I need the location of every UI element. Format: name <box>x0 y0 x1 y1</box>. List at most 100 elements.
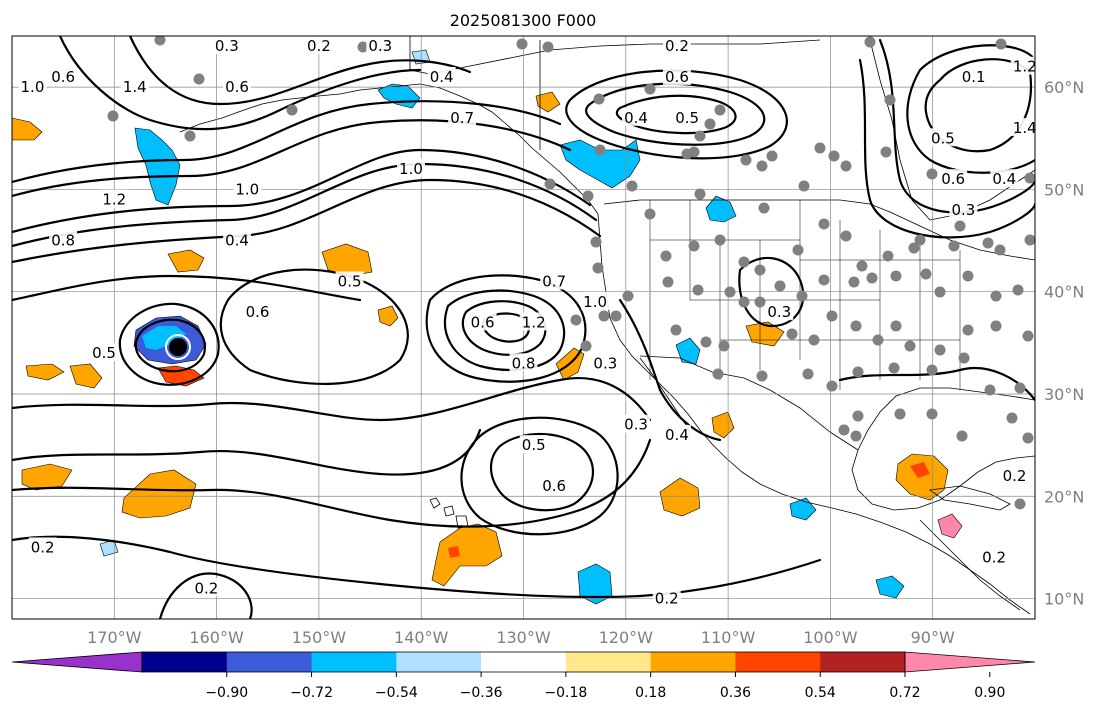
station-dot <box>590 236 602 248</box>
contour-label-text: 0.2 <box>982 549 1006 567</box>
latitude-label: 30°N <box>1044 385 1084 404</box>
contour-label: 0.4 <box>990 169 1019 188</box>
station-dot <box>914 234 926 246</box>
contour-mid-2 <box>219 268 409 386</box>
colorbar-tick-label: −0.54 <box>375 685 418 701</box>
contour-hurricane-1 <box>118 302 220 386</box>
station-dot <box>786 328 798 340</box>
contour-label: 0.4 <box>622 107 651 127</box>
station-dot <box>852 410 864 422</box>
station-dot <box>644 83 656 95</box>
colorbar-segment <box>820 652 906 672</box>
contour-label-halo <box>49 230 78 249</box>
border-us-mexico <box>639 355 859 451</box>
contour-label: 0.3 <box>212 36 241 55</box>
contour-label-halo <box>223 230 252 249</box>
contour-label-halo <box>540 476 569 495</box>
shade-blue-wy <box>705 195 737 223</box>
contour-label-halo <box>243 302 272 321</box>
contour-hurricane-2 <box>134 318 206 373</box>
station-dot <box>766 150 778 162</box>
station-dot <box>714 234 726 246</box>
contour-label: 0.6 <box>223 77 252 96</box>
station-dot <box>580 340 592 352</box>
station-dot <box>798 180 810 192</box>
contour-label-text: 0.2 <box>31 538 55 556</box>
contour-label-text: 0.8 <box>51 232 75 250</box>
contour-ne-4 <box>858 58 1035 239</box>
shade-blue-bering <box>134 127 181 206</box>
shade-red-small <box>448 546 460 558</box>
contour-label: 1.0 <box>396 158 425 178</box>
contour-label-text: 0.5 <box>92 344 116 362</box>
contour-label-halo <box>1010 56 1035 75</box>
contour-label-halo <box>581 291 610 310</box>
shade-blue-carib <box>875 575 905 599</box>
contour-label-text: 0.3 <box>624 416 648 434</box>
station-dot <box>694 130 706 142</box>
contour-label-text: 0.6 <box>542 477 566 495</box>
contour-label-halo <box>18 77 47 96</box>
contour-label-halo <box>622 107 651 126</box>
station-dot <box>193 73 205 85</box>
contour-label: 0.3 <box>622 414 651 434</box>
contour-label-halo <box>1010 118 1035 137</box>
station-dot <box>738 256 750 268</box>
station-dot <box>1014 498 1026 510</box>
contour-label-halo <box>928 128 957 147</box>
coastline-west-coast <box>597 213 1031 615</box>
contour-label-halo <box>366 36 395 55</box>
shade-orange-2 <box>321 243 373 277</box>
contour-label-text: 0.3 <box>593 354 617 372</box>
station-dot <box>738 296 750 308</box>
contour-label-halo <box>662 424 691 443</box>
contour-south-6 <box>12 535 822 599</box>
station-dot <box>850 430 862 442</box>
station-dot <box>982 237 994 249</box>
contour-label-text: 0.5 <box>675 109 699 127</box>
contour-north-1 <box>12 148 592 234</box>
station-dot <box>890 270 902 282</box>
contour-label-text: 0.4 <box>992 170 1016 188</box>
latitude-label: 50°N <box>1044 180 1084 199</box>
contour-label: 1.2 <box>1010 56 1035 76</box>
station-dot <box>714 104 726 116</box>
station-dot <box>593 93 605 105</box>
contour-label-text: 0.2 <box>665 37 689 55</box>
contour-label-halo <box>662 36 691 55</box>
shade-orange-13 <box>895 453 949 501</box>
contour-label: 0.4 <box>223 230 252 250</box>
shade-hurricane-cyan <box>142 326 186 350</box>
contour-label-text: 0.8 <box>512 354 536 372</box>
contour-north-5 <box>12 100 562 184</box>
contour-label: 1.0 <box>18 77 47 96</box>
station-dot <box>866 272 878 284</box>
station-dot <box>774 280 786 292</box>
contour-label-halo <box>519 435 548 454</box>
station-dot <box>594 144 606 156</box>
contour-label-halo <box>223 77 252 96</box>
station-dot <box>984 384 996 396</box>
station-dot <box>754 296 766 308</box>
contour-label-text: 0.5 <box>522 436 546 454</box>
contour-label-text: 0.1 <box>962 68 986 86</box>
station-dot <box>1012 284 1024 296</box>
latitude-label: 10°N <box>1044 590 1084 609</box>
contour-label-text: 0.3 <box>767 303 791 321</box>
contour-label-halo <box>468 312 497 331</box>
longitude-label: 150°W <box>292 628 347 647</box>
contour-ne-1 <box>924 58 1032 153</box>
colorbar-tick-label: 0.90 <box>974 685 1005 701</box>
contour-label: 0.2 <box>192 578 221 597</box>
station-dot <box>840 160 852 172</box>
contour-label-halo <box>335 271 364 290</box>
station-dot <box>670 324 682 336</box>
station-dot <box>856 260 868 272</box>
station-dot <box>688 146 700 158</box>
station-dot <box>598 310 610 322</box>
contour-label-text: 0.2 <box>307 37 331 55</box>
coastline-alaska-aleutians <box>179 83 599 215</box>
contour-label: 1.2 <box>519 312 548 331</box>
station-dots <box>107 36 1035 510</box>
station-dot <box>908 242 920 254</box>
